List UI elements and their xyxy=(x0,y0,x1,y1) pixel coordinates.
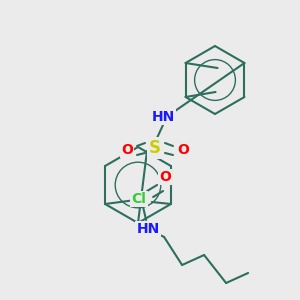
Text: S: S xyxy=(149,139,161,157)
Text: HN: HN xyxy=(152,110,175,124)
Text: Cl: Cl xyxy=(131,192,146,206)
Text: O: O xyxy=(121,143,133,157)
Text: HN: HN xyxy=(136,222,160,236)
Text: O: O xyxy=(159,170,171,184)
Text: O: O xyxy=(177,143,189,157)
